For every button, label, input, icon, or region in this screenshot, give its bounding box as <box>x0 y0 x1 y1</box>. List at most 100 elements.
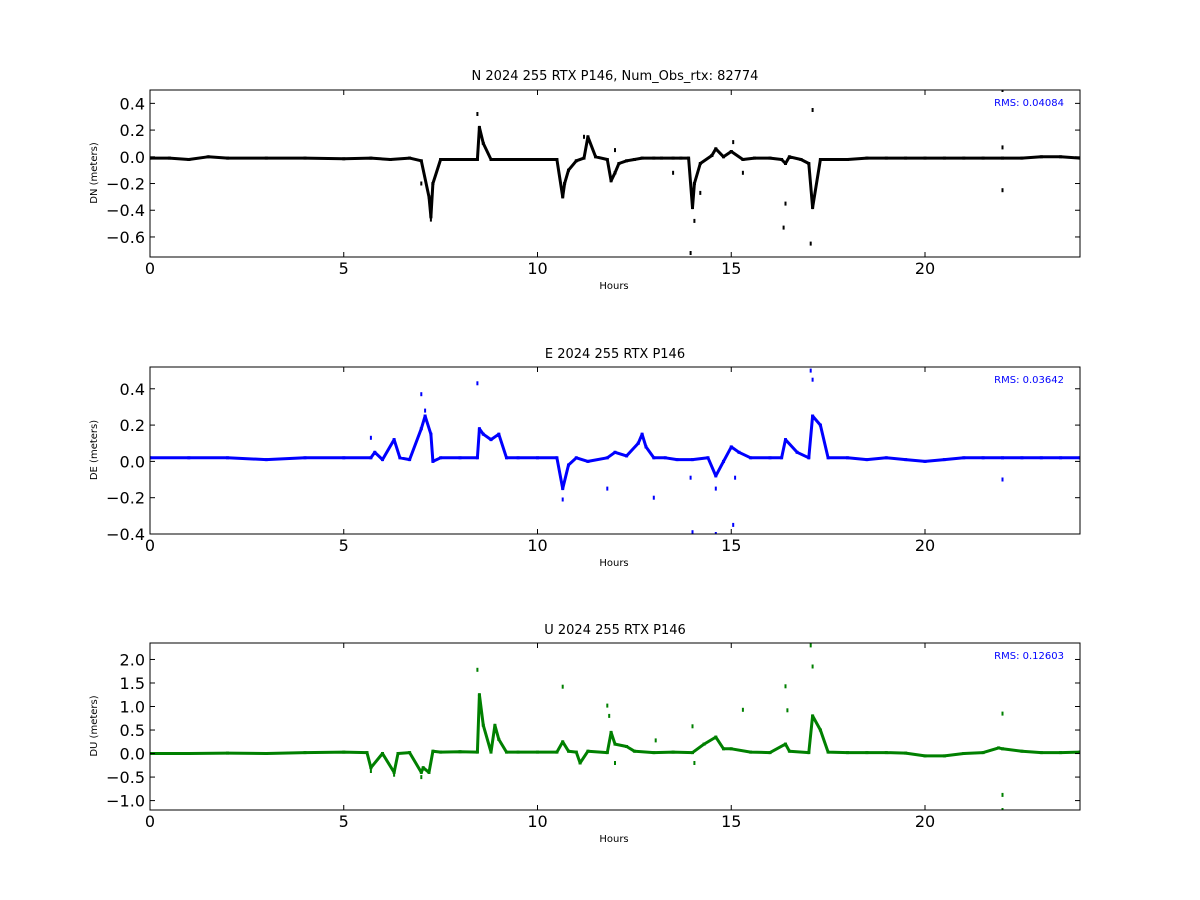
panel-n-y-tick-label: −0.2 <box>106 175 145 194</box>
panel-n-data-point <box>206 155 210 159</box>
panel-e-data-point <box>818 423 822 427</box>
panel-n-data-point <box>150 156 152 160</box>
panel-u-data-point <box>904 751 908 755</box>
panel-e-outlier-point <box>732 522 735 527</box>
panel-e-outlier-point <box>1001 477 1004 482</box>
panel-u-y-tick-label: −0.5 <box>106 768 145 787</box>
panel-e-data-point <box>1001 456 1004 460</box>
panel-e-data-point <box>431 459 435 463</box>
panel-u-data-point <box>365 751 369 755</box>
panel-u-data-point <box>605 751 609 755</box>
panel-u-x-tick-label: 0 <box>145 812 155 831</box>
panel-u-data-point <box>561 740 565 744</box>
panel-e-outlier-point <box>561 497 564 502</box>
panel-n-data-point <box>799 158 803 161</box>
panel-e-data-point <box>722 459 725 463</box>
panel-u-data-point <box>722 747 725 751</box>
panel-n-data-point <box>594 155 598 159</box>
panel-u-outlier-point <box>811 664 814 669</box>
panel-e-data-point <box>795 450 799 454</box>
panel-e-series-trace <box>150 414 1080 491</box>
panel-n-x-tick-label: 20 <box>915 259 935 278</box>
panel-n-data-point <box>884 156 888 160</box>
panel-n-data-point <box>923 156 927 160</box>
panel-u-data-point <box>787 749 791 753</box>
panel-n: N 2024 255 RTX P146, Num_Obs_rtx: 82774 … <box>89 69 1081 292</box>
panel-u-y-tick-label: 0.0 <box>120 745 145 764</box>
panel-n-data-point <box>481 141 485 145</box>
panel-e-frame <box>149 366 1081 535</box>
panel-e-outlier-point <box>811 377 814 382</box>
panel-e-data-point <box>636 441 640 445</box>
panel-e-data-point <box>475 456 479 460</box>
panel-u-rms-label: RMS: 0.12603 <box>994 651 1064 662</box>
panel-u-data-point <box>981 751 985 755</box>
panel-n-data-point <box>458 158 462 161</box>
panel-e-data-point <box>846 456 849 460</box>
panel-e-outlier-point <box>714 532 717 534</box>
panel-u-data-point <box>818 728 822 732</box>
panel-n-data-point <box>561 195 565 199</box>
panel-u-data-point <box>536 750 539 754</box>
panel-e-outlier-point <box>734 475 737 480</box>
panel-u-data-point <box>427 770 431 774</box>
panel-n-data-point <box>691 206 694 210</box>
panel-n-x-tick-label: 15 <box>721 259 741 278</box>
panel-e-data-point <box>811 414 815 418</box>
panel-n-y-tick-label: 0.0 <box>120 148 145 167</box>
panel-n-data-point <box>830 158 834 161</box>
panel-n-x-tick-label: 0 <box>145 259 155 278</box>
panel-e-data-point <box>458 456 462 460</box>
panel-n-data-point <box>942 156 946 160</box>
panel-n-data-point <box>617 162 621 165</box>
panel-e-data-point <box>981 456 985 460</box>
panel-u-data-point <box>1001 747 1004 751</box>
panel-n-outlier-point <box>809 241 812 246</box>
panel-u-data-point <box>807 751 811 755</box>
panel-n-data-point <box>807 162 811 165</box>
panel-n-outlier-point <box>784 201 787 206</box>
panel-u-y-tick-label: 0.5 <box>120 721 145 740</box>
panel-n-outlier-point <box>1001 188 1004 193</box>
panel-u-outlier-point <box>784 684 787 689</box>
panel-n-data-point <box>516 158 520 161</box>
panel-e-data-point <box>663 456 667 460</box>
panel-e-data-point <box>749 456 753 460</box>
panel-u-data-point <box>381 752 384 755</box>
panel-e-outlier-point <box>369 435 372 440</box>
panel-n-data-point <box>818 158 822 161</box>
panel-u-data-point <box>396 752 400 755</box>
panel-n-x-tick-label: 5 <box>339 259 349 278</box>
panel-u-y-tick-label: 2.0 <box>120 650 145 669</box>
panel-n-outlier-point <box>693 218 696 223</box>
panel-e-data-point <box>826 456 830 460</box>
panel-n-data-point <box>1020 156 1024 160</box>
panel-n-data-point <box>710 154 714 157</box>
panel-n-outlier-point <box>689 251 692 255</box>
panel-n-data-point <box>613 171 617 175</box>
panel-n-y-tick-label: −0.4 <box>106 201 145 220</box>
panel-u-title: U 2024 255 RTX P146 <box>544 623 686 638</box>
panel-n-data-point <box>1039 155 1043 159</box>
panel-e-data-point <box>303 456 307 460</box>
panel-e-data-point <box>150 456 152 460</box>
panel-n-data-point <box>582 156 586 160</box>
panel-n-y-tick-label: 0.2 <box>120 121 145 140</box>
panel-e-data-point <box>429 432 433 436</box>
panel-e-outlier-point <box>714 486 717 491</box>
panel-n-data-point <box>489 158 493 161</box>
panel-e-data-point <box>884 456 888 460</box>
panel-u: U 2024 255 RTX P146 0 5 10 15 20−1.0−0.50.00… <box>89 623 1081 845</box>
panel-n-data-point <box>679 156 683 160</box>
panel-u-outlier-point <box>420 775 423 780</box>
panel-u-outlier-point <box>654 738 657 743</box>
panel-e-title: E 2024 255 RTX P146 <box>545 347 685 362</box>
panel-e-data-point <box>644 445 648 449</box>
panel-e-x-tick-label: 15 <box>721 536 741 555</box>
panel-u-data-point <box>652 751 656 755</box>
panel-e-data-point <box>625 454 629 458</box>
panel-n-data-point <box>369 156 373 160</box>
panel-e-data-point <box>675 458 679 462</box>
panel-u-outlier-point <box>741 707 744 712</box>
panel-n-data-point <box>660 156 663 160</box>
